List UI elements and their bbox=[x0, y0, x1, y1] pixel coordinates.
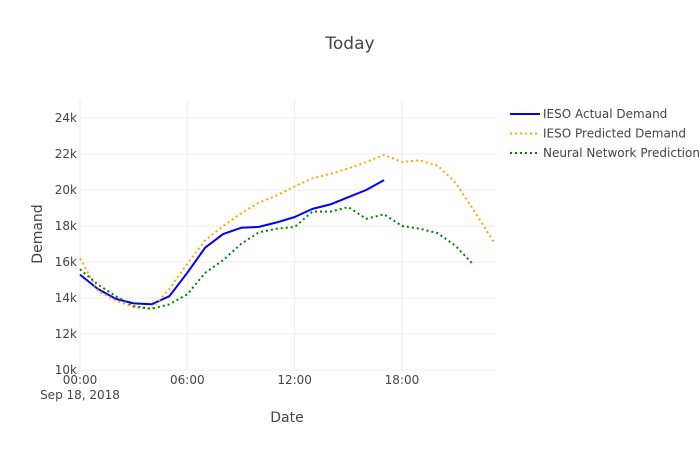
data-point[interactable] bbox=[383, 213, 385, 215]
legend[interactable]: IESO Actual Demand IESO Predicted Demand N… bbox=[510, 107, 700, 160]
series-line[interactable] bbox=[79, 179, 385, 306]
y-tick-label: 24k bbox=[55, 111, 77, 125]
data-point[interactable] bbox=[258, 226, 260, 228]
data-point[interactable] bbox=[240, 212, 242, 214]
data-point[interactable] bbox=[347, 196, 349, 198]
data-point[interactable] bbox=[204, 247, 206, 249]
data-point[interactable] bbox=[276, 221, 278, 223]
data-point[interactable] bbox=[258, 231, 260, 233]
legend-label: IESO Actual Demand bbox=[543, 107, 667, 121]
legend-item[interactable]: Neural Network Prediction bbox=[510, 146, 700, 160]
y-axis-ticks: 10k 12k 14k 16k 18k 20k 22k 24k bbox=[55, 111, 77, 377]
data-point[interactable] bbox=[365, 161, 367, 163]
data-point[interactable] bbox=[365, 218, 367, 220]
data-point[interactable] bbox=[437, 165, 439, 167]
chart-title: Today bbox=[324, 34, 374, 54]
series-lines bbox=[79, 153, 496, 310]
x-axis-date-label: Sep 18, 2018 bbox=[40, 388, 120, 402]
data-point[interactable] bbox=[455, 182, 457, 184]
data-point[interactable] bbox=[115, 295, 117, 297]
data-point[interactable] bbox=[276, 194, 278, 196]
legend-label: Neural Network Prediction bbox=[543, 146, 700, 160]
data-point[interactable] bbox=[347, 206, 349, 208]
data-point[interactable] bbox=[419, 159, 421, 161]
legend-label: IESO Predicted Demand bbox=[543, 127, 686, 141]
data-point[interactable] bbox=[473, 264, 475, 266]
series-line[interactable] bbox=[79, 206, 475, 310]
data-point[interactable] bbox=[151, 303, 153, 305]
data-point[interactable] bbox=[473, 209, 475, 211]
series-ieso-actual-demand[interactable] bbox=[79, 179, 385, 306]
data-point[interactable] bbox=[115, 300, 117, 302]
data-point[interactable] bbox=[168, 288, 170, 290]
x-tick-label: 06:00 bbox=[170, 373, 205, 387]
data-point[interactable] bbox=[97, 284, 99, 286]
data-point[interactable] bbox=[240, 227, 242, 229]
series-neural-network-prediction[interactable] bbox=[79, 206, 475, 310]
data-point[interactable] bbox=[186, 293, 188, 295]
series-ieso-predicted-demand[interactable] bbox=[79, 153, 496, 310]
y-tick-label: 14k bbox=[55, 291, 77, 305]
y-tick-label: 10k bbox=[55, 363, 77, 377]
data-point[interactable] bbox=[347, 167, 349, 169]
data-point[interactable] bbox=[294, 185, 296, 187]
data-point[interactable] bbox=[186, 272, 188, 274]
y-axis-title: Demand bbox=[30, 204, 46, 263]
data-point[interactable] bbox=[79, 274, 81, 276]
data-point[interactable] bbox=[222, 225, 224, 227]
y-tick-label: 12k bbox=[55, 327, 77, 341]
y-tick-label: 20k bbox=[55, 183, 77, 197]
data-point[interactable] bbox=[258, 202, 260, 204]
data-point[interactable] bbox=[222, 259, 224, 261]
data-point[interactable] bbox=[133, 305, 135, 307]
x-axis-ticks: 00:00 06:00 12:00 18:00 bbox=[63, 373, 420, 387]
data-point[interactable] bbox=[97, 290, 99, 292]
data-point[interactable] bbox=[79, 268, 81, 270]
data-point[interactable] bbox=[204, 239, 206, 241]
data-point[interactable] bbox=[276, 228, 278, 230]
data-point[interactable] bbox=[312, 211, 314, 213]
legend-item[interactable]: IESO Predicted Demand bbox=[510, 127, 686, 141]
data-point[interactable] bbox=[186, 263, 188, 265]
data-point[interactable] bbox=[401, 161, 403, 163]
data-point[interactable] bbox=[329, 203, 331, 205]
data-point[interactable] bbox=[455, 245, 457, 247]
y-tick-label: 18k bbox=[55, 219, 77, 233]
data-point[interactable] bbox=[365, 189, 367, 191]
data-point[interactable] bbox=[312, 177, 314, 179]
data-point[interactable] bbox=[437, 232, 439, 234]
data-point[interactable] bbox=[383, 154, 385, 156]
x-tick-label: 00:00 bbox=[63, 373, 98, 387]
data-point[interactable] bbox=[312, 208, 314, 210]
data-point[interactable] bbox=[383, 179, 385, 181]
legend-item[interactable]: IESO Actual Demand bbox=[510, 107, 667, 121]
data-point[interactable] bbox=[168, 303, 170, 305]
grid bbox=[79, 100, 495, 371]
data-point[interactable] bbox=[133, 302, 135, 304]
data-point[interactable] bbox=[204, 272, 206, 274]
x-tick-label: 12:00 bbox=[277, 373, 312, 387]
y-tick-label: 22k bbox=[55, 147, 77, 161]
data-point[interactable] bbox=[168, 295, 170, 297]
data-point[interactable] bbox=[240, 243, 242, 245]
data-point[interactable] bbox=[294, 226, 296, 228]
data-point[interactable] bbox=[329, 211, 331, 213]
data-point[interactable] bbox=[329, 173, 331, 175]
data-point[interactable] bbox=[419, 228, 421, 230]
data-point[interactable] bbox=[222, 233, 224, 235]
data-point[interactable] bbox=[494, 243, 496, 245]
x-axis-title: Date bbox=[270, 410, 303, 426]
x-tick-label: 18:00 bbox=[385, 373, 420, 387]
data-point[interactable] bbox=[79, 257, 81, 259]
data-point[interactable] bbox=[151, 308, 153, 310]
data-point[interactable] bbox=[294, 216, 296, 218]
y-tick-label: 16k bbox=[55, 255, 77, 269]
data-point[interactable] bbox=[401, 225, 403, 227]
